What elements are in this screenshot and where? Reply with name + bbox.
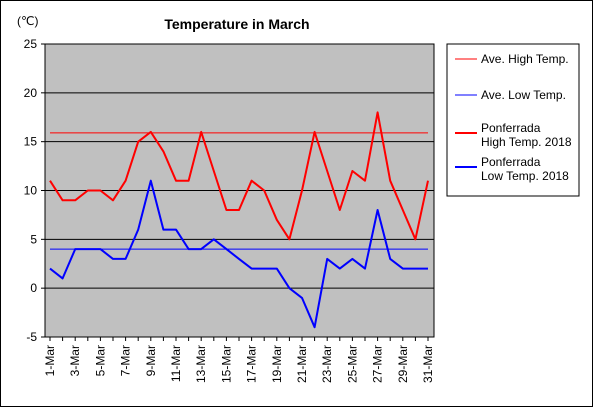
legend bbox=[446, 43, 580, 197]
y-tick-label: -5 bbox=[26, 330, 37, 344]
x-tick-label: 5-Mar bbox=[93, 345, 107, 376]
y-tick-label: 5 bbox=[30, 232, 37, 246]
x-tick-label: 3-Mar bbox=[68, 345, 82, 376]
x-tick-label: 7-Mar bbox=[119, 345, 133, 376]
y-tick-label: 0 bbox=[30, 281, 37, 295]
x-tick-label: 21-Mar bbox=[295, 345, 309, 383]
x-tick-label: 17-Mar bbox=[245, 345, 259, 383]
legend-entries: Ave. High Temp.Ave. Low Temp.PonferradaH… bbox=[455, 52, 572, 183]
x-tick-label: 23-Mar bbox=[320, 345, 334, 383]
y-axis-unit: (℃) bbox=[17, 14, 38, 28]
y-tick-label: 20 bbox=[24, 86, 38, 100]
x-axis: 1-Mar 3-Mar 5-Mar 7-Mar 9-Mar 11-Mar 13-Mar 15-… bbox=[43, 337, 435, 383]
legend-label: Ponferrada bbox=[481, 121, 541, 135]
gridlines bbox=[45, 92, 434, 289]
x-tick-label: 1-Mar bbox=[43, 345, 57, 376]
series-lines bbox=[49, 111, 429, 329]
y-tick-label: 10 bbox=[24, 184, 38, 198]
x-tick-label: 15-Mar bbox=[219, 345, 233, 383]
y-tick-label: 15 bbox=[24, 135, 38, 149]
legend-label: Ponferrada bbox=[481, 155, 541, 169]
x-tick-label: 25-Mar bbox=[345, 345, 359, 383]
legend-label: Ave. High Temp. bbox=[481, 52, 569, 66]
x-tick-label: 11-Mar bbox=[169, 345, 183, 382]
x-tick-label: 27-Mar bbox=[371, 345, 385, 383]
legend-label: Low Temp. 2018 bbox=[481, 169, 569, 183]
x-tick-label: 19-Mar bbox=[270, 345, 284, 383]
x-tick-label: 29-Mar bbox=[396, 345, 410, 383]
legend-label: Ave. Low Temp. bbox=[481, 88, 566, 102]
y-tick-label: 25 bbox=[24, 37, 38, 51]
x-tick-label: 31-Mar bbox=[421, 345, 435, 383]
x-tick-label: 9-Mar bbox=[144, 345, 158, 376]
series-line bbox=[49, 111, 429, 241]
x-tick-label: 13-Mar bbox=[194, 345, 208, 383]
chart-title: Temperature in March bbox=[164, 16, 309, 32]
legend-label: High Temp. 2018 bbox=[481, 135, 572, 149]
y-axis: -5 0 5 10 15 20 25 bbox=[24, 37, 45, 344]
series-line bbox=[49, 179, 428, 329]
